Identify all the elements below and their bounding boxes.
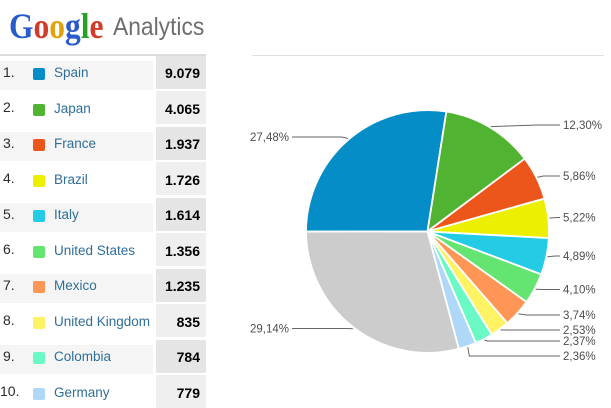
svg-text:4,89%: 4,89%: [563, 251, 596, 263]
svg-text:4,10%: 4,10%: [563, 284, 596, 296]
svg-text:2,37%: 2,37%: [563, 336, 596, 348]
svg-text:2,53%: 2,53%: [563, 325, 596, 337]
svg-text:29,14%: 29,14%: [250, 323, 289, 335]
svg-text:5,22%: 5,22%: [563, 212, 596, 224]
svg-text:2,36%: 2,36%: [563, 351, 596, 363]
svg-text:5,86%: 5,86%: [563, 171, 596, 183]
svg-text:12,30%: 12,30%: [563, 120, 602, 132]
svg-text:3,74%: 3,74%: [563, 310, 596, 322]
svg-text:27,48%: 27,48%: [250, 132, 289, 144]
